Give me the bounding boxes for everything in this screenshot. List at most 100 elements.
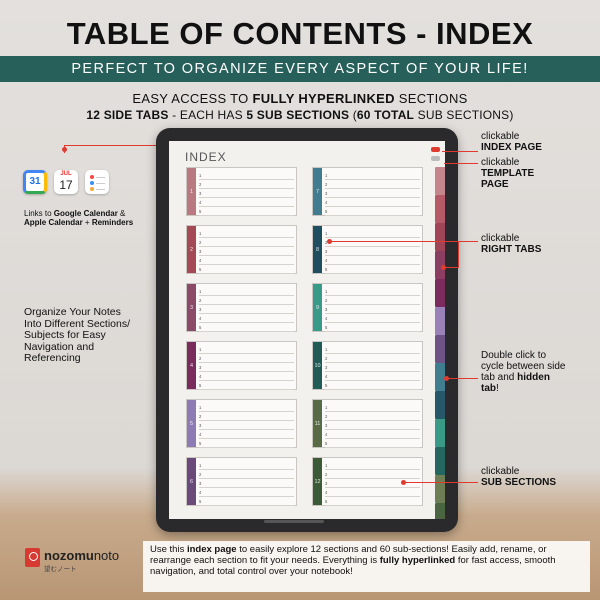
side-tab-4[interactable] (435, 251, 445, 279)
sub-section-link[interactable]: 2 (199, 470, 294, 479)
side-tab-2[interactable] (435, 195, 445, 223)
side-tab-13[interactable] (435, 503, 445, 519)
sub-section-link[interactable]: 1 (325, 461, 420, 470)
sub-section-link[interactable]: 2 (325, 470, 420, 479)
section-tab-6[interactable]: 6 (187, 458, 196, 505)
app-menu-icon[interactable] (171, 144, 177, 150)
sub-section-link[interactable]: 3 (199, 189, 294, 198)
sub-section-link[interactable]: 1 (325, 403, 420, 412)
sub-section-link[interactable]: 3 (199, 305, 294, 314)
sub-section-link[interactable]: 1 (199, 171, 294, 180)
sub-section-link[interactable]: 5 (325, 497, 420, 506)
callout-line (330, 241, 478, 242)
sub-section-link[interactable]: 4 (199, 198, 294, 207)
section-tab-10[interactable]: 10 (313, 342, 322, 389)
section-number: 7 (315, 188, 320, 195)
sub-section-link[interactable]: 4 (325, 314, 420, 323)
sub-section-link[interactable]: 5 (199, 207, 294, 216)
sub-section-link[interactable]: 5 (325, 265, 420, 274)
sub-section-link[interactable]: 2 (199, 238, 294, 247)
sub-section-link[interactable]: 3 (199, 421, 294, 430)
side-tab-3[interactable] (435, 223, 445, 251)
sub-section-link[interactable]: 1 (325, 171, 420, 180)
sub-section-link[interactable]: 3 (325, 305, 420, 314)
sub-section-link[interactable]: 5 (199, 323, 294, 332)
side-tab-6[interactable] (435, 307, 445, 335)
side-tab-10[interactable] (435, 419, 445, 447)
sub-section-link[interactable]: 1 (199, 345, 294, 354)
sub-section-link[interactable]: 4 (325, 256, 420, 265)
sub-section-link[interactable]: 4 (325, 430, 420, 439)
sub-section-link[interactable]: 2 (325, 354, 420, 363)
section-tab-4[interactable]: 4 (187, 342, 196, 389)
section-tab-3[interactable]: 3 (187, 284, 196, 331)
sub-section-link[interactable]: 2 (325, 296, 420, 305)
section-tab-8[interactable]: 8 (313, 226, 322, 273)
sub-section-link[interactable]: 2 (199, 412, 294, 421)
side-tab-1[interactable] (435, 167, 445, 195)
section-tab-9[interactable]: 9 (313, 284, 322, 331)
sub-section-link[interactable]: 5 (325, 381, 420, 390)
side-tab-12[interactable] (435, 475, 445, 503)
sub-section-link[interactable]: 5 (199, 381, 294, 390)
sub-section-link[interactable]: 2 (199, 180, 294, 189)
sub-section-link[interactable]: 4 (325, 198, 420, 207)
index-page-icon[interactable] (431, 147, 440, 152)
section-number: 1 (189, 188, 194, 195)
side-tab-7[interactable] (435, 335, 445, 363)
sub-section-link[interactable]: 5 (199, 497, 294, 506)
side-tab-11[interactable] (435, 447, 445, 475)
callout-double-click: Double click to cycle between side tab a… (481, 350, 566, 394)
sub-section-link[interactable]: 3 (199, 247, 294, 256)
sub-section-link[interactable]: 2 (325, 180, 420, 189)
sub-section-link[interactable]: 4 (199, 314, 294, 323)
google-calendar-icon[interactable]: 31 (23, 170, 47, 194)
section-tab-2[interactable]: 2 (187, 226, 196, 273)
apple-calendar-icon[interactable]: JUL 17 (54, 170, 78, 194)
sub-section-link[interactable]: 1 (325, 229, 420, 238)
sub-section-link[interactable]: 2 (199, 354, 294, 363)
section-tab-12[interactable]: 12 (313, 458, 322, 505)
side-tab-5[interactable] (435, 279, 445, 307)
sub-section-link[interactable]: 3 (325, 189, 420, 198)
sub-section-link[interactable]: 1 (325, 287, 420, 296)
side-tab-9[interactable] (435, 391, 445, 419)
sub-section-link[interactable]: 3 (199, 479, 294, 488)
sub-section-link[interactable]: 2 (199, 296, 294, 305)
sub-section-link[interactable]: 3 (199, 363, 294, 372)
logo-mark-icon (25, 548, 40, 567)
sub-section-link[interactable]: 4 (325, 488, 420, 497)
sub-section-link[interactable]: 1 (325, 345, 420, 354)
sub-section-link[interactable]: 2 (325, 412, 420, 421)
sub-section-link[interactable]: 2 (325, 238, 420, 247)
sub-section-link[interactable]: 5 (199, 439, 294, 448)
sub-section-link[interactable]: 5 (325, 439, 420, 448)
sub-section-link[interactable]: 4 (199, 372, 294, 381)
sub-section-link[interactable]: 3 (325, 421, 420, 430)
section-tab-11[interactable]: 11 (313, 400, 322, 447)
section-tab-1[interactable]: 1 (187, 168, 196, 215)
sub-section-link[interactable]: 4 (199, 256, 294, 265)
sub-section-link[interactable]: 5 (199, 265, 294, 274)
page-title: TABLE OF CONTENTS - INDEX (66, 16, 534, 51)
reminders-icon[interactable] (85, 170, 109, 194)
sub-section-link[interactable]: 1 (199, 461, 294, 470)
sub-section-link[interactable]: 4 (199, 430, 294, 439)
sub-section-link[interactable]: 5 (325, 207, 420, 216)
section-tab-5[interactable]: 5 (187, 400, 196, 447)
callout-template-page: clickable TEMPLATE PAGE (481, 157, 535, 190)
sub-section-link[interactable]: 4 (199, 488, 294, 497)
sub-section-link[interactable]: 1 (199, 287, 294, 296)
side-tab-8[interactable] (435, 363, 445, 391)
sub-section-link[interactable]: 4 (325, 372, 420, 381)
sub-section-link[interactable]: 3 (325, 363, 420, 372)
sub-section-link[interactable]: 1 (199, 403, 294, 412)
sub-section-link[interactable]: 1 (199, 229, 294, 238)
section-tab-7[interactable]: 7 (313, 168, 322, 215)
sub-section-link[interactable]: 5 (325, 323, 420, 332)
template-page-icon[interactable] (431, 156, 440, 161)
sub-section-link[interactable]: 3 (325, 479, 420, 488)
sub-section-link[interactable]: 3 (325, 247, 420, 256)
